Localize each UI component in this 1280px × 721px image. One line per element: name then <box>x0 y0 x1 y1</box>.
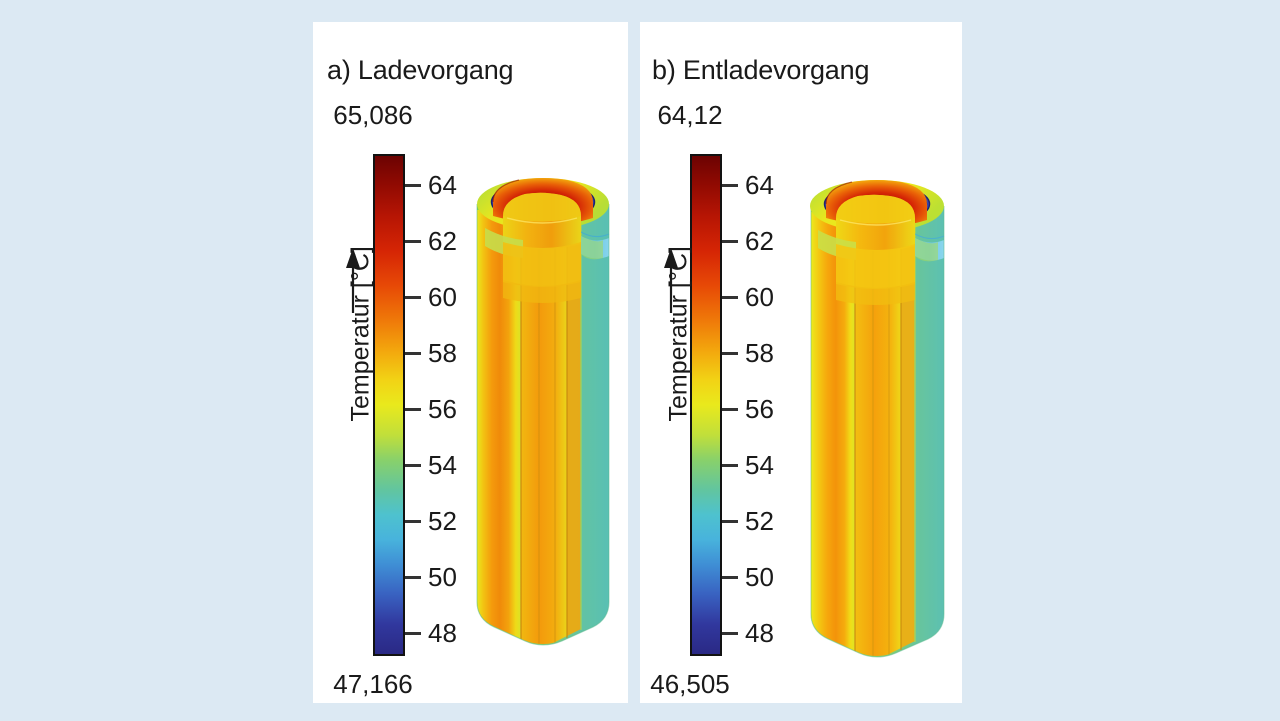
contour-line <box>580 231 610 238</box>
tick-mark-icon <box>405 575 421 579</box>
terminal-cap-top <box>836 194 915 224</box>
panel-b-colorbar-ticks: 64 62 60 58 56 <box>722 154 818 656</box>
cell-outline <box>810 206 945 658</box>
tick-mark-icon <box>722 295 738 299</box>
tick-mark-icon <box>405 239 421 243</box>
panel-b-colorbar-min-value: 46,505 <box>650 669 730 699</box>
hotspot-edge <box>825 181 853 205</box>
cut-face-right <box>567 210 581 636</box>
tick-mark-icon <box>405 295 421 299</box>
cell-top-assembly <box>810 180 944 305</box>
tick-label: 62 <box>428 226 457 256</box>
panel-a-colorbar-max-value: 65,086 <box>333 100 413 130</box>
tick-mark-icon <box>722 183 738 187</box>
tick-label: 56 <box>745 394 774 424</box>
cell-body <box>476 204 610 646</box>
panel-a-colorbar-gradient <box>373 154 405 656</box>
tick-mark-icon <box>405 463 421 467</box>
battery-cell-heatmap-b <box>810 180 945 658</box>
tick-mark-icon <box>722 239 738 243</box>
tick-label: 58 <box>745 338 774 368</box>
tick-mark-icon <box>722 351 738 355</box>
up-arrow-icon <box>664 248 678 313</box>
panel-a-colorbar-min-value: 47,166 <box>333 669 413 699</box>
panel-a: a) Ladevorgang 65,086 64 62 60 <box>313 22 628 703</box>
cap-highlight <box>506 217 578 224</box>
tick-label: 62 <box>745 226 774 256</box>
tick-label: 50 <box>428 562 457 592</box>
cell-cut-section <box>477 210 582 644</box>
tick-label: 64 <box>428 170 457 200</box>
tick-label: 48 <box>428 618 457 648</box>
up-arrow-icon <box>346 248 360 313</box>
panel-b-colorbar-max-value: 64,12 <box>657 100 723 130</box>
tick-label: 50 <box>745 562 774 592</box>
tick-mark-icon <box>722 463 738 467</box>
tick-label: 52 <box>428 506 457 536</box>
tick-mark-icon <box>722 519 738 523</box>
cap-shoulder-right <box>915 238 938 262</box>
panel-a-axis-label: Temperatur [°C] <box>346 246 375 422</box>
tick-label: 48 <box>745 618 774 648</box>
panel-b: b) Entladevorgang 64,12 64 62 60 <box>640 22 962 703</box>
panel-b-colorbar-gradient <box>690 154 722 656</box>
tick-mark-icon <box>722 407 738 411</box>
cap-highlight <box>839 219 912 226</box>
panel-b-axis-label: Temperatur [°C] <box>664 246 693 422</box>
tick-mark-icon <box>405 407 421 411</box>
cut-face-left <box>477 210 521 639</box>
tick-label: 52 <box>745 506 774 536</box>
panel-a-colorbar-ticks: 64 62 60 58 56 <box>405 154 501 656</box>
tick-label: 64 <box>745 170 774 200</box>
tick-mark-icon <box>405 519 421 523</box>
contour-line <box>914 233 945 240</box>
cell-body <box>810 206 945 658</box>
panel-a-cell-model <box>463 132 623 652</box>
cut-face-left <box>811 212 855 651</box>
panel-b-title: b) Entladevorgang <box>652 55 870 85</box>
tick-label: 54 <box>745 450 774 480</box>
hotspot-edge <box>492 179 520 203</box>
tick-mark-icon <box>405 351 421 355</box>
tick-label: 60 <box>428 282 457 312</box>
tick-label: 54 <box>428 450 457 480</box>
cut-face-right <box>901 212 915 648</box>
panel-a-title: a) Ladevorgang <box>327 55 514 85</box>
tick-mark-icon <box>722 631 738 635</box>
cap-shoulder-right <box>581 236 603 260</box>
cell-top-assembly <box>477 178 609 303</box>
tick-mark-icon <box>405 183 421 187</box>
tick-label: 56 <box>428 394 457 424</box>
battery-cell-heatmap-a <box>476 178 610 646</box>
cell-outline <box>476 204 610 646</box>
tick-mark-icon <box>722 575 738 579</box>
cap-inner-wall <box>836 244 915 289</box>
cap-inner-wall-lower <box>836 282 915 305</box>
panel-b-cell-model <box>795 132 960 667</box>
tick-mark-icon <box>405 631 421 635</box>
tick-label: 58 <box>428 338 457 368</box>
cap-inner-wall-lower <box>503 280 581 303</box>
terminal-cap-top <box>503 192 581 222</box>
tick-label: 60 <box>745 282 774 312</box>
cell-cut-section <box>811 212 916 656</box>
cap-inner-wall <box>503 242 581 287</box>
